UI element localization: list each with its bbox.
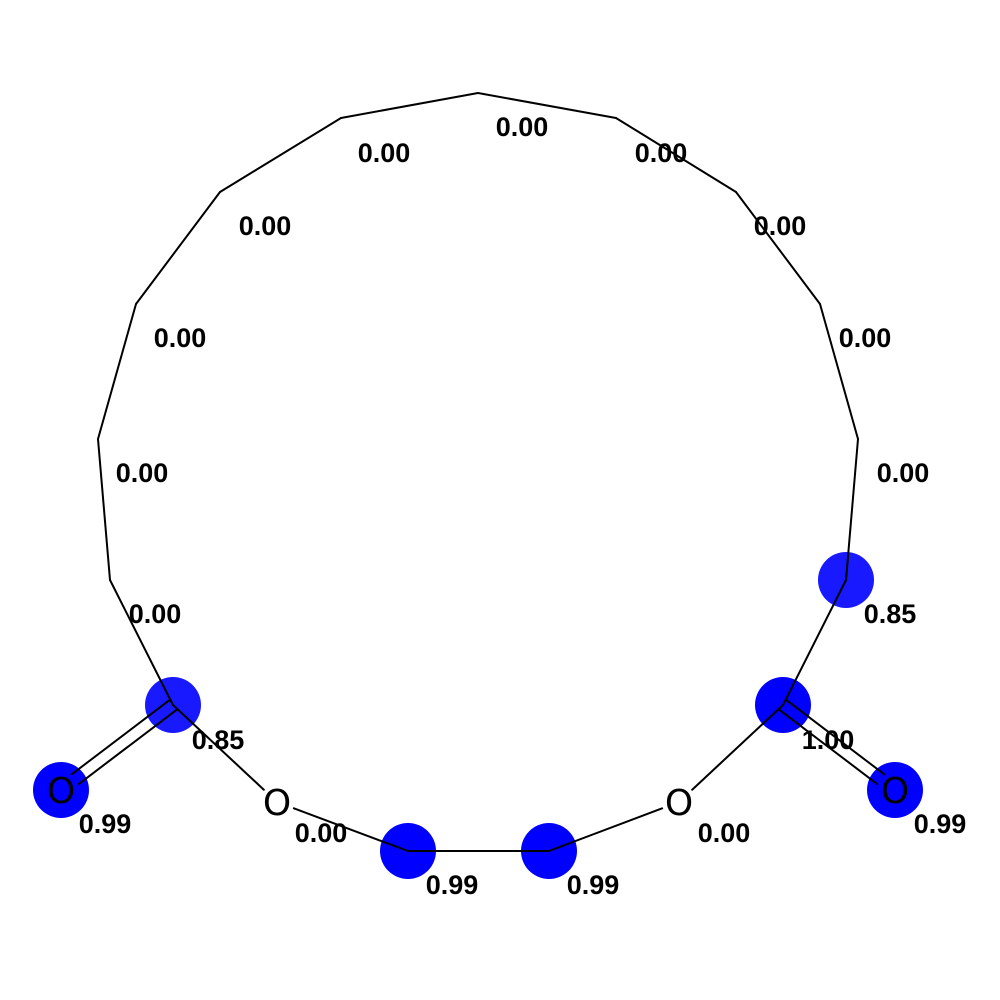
atom-score: 0.00 [116,458,169,488]
bond-line [172,704,265,791]
atom-label-o: O [263,783,291,824]
atom-score: 1.00 [802,725,855,755]
atom-score: 0.00 [877,458,930,488]
bond-line [845,438,859,581]
atom-scores: 0.00 0.00 0.00 0.00 0.00 0.00 0.85 0.99 0.00 0.99… [79,112,967,900]
atom-score: 0.99 [567,870,620,900]
double-bond-line [785,699,886,776]
bond-line [477,92,617,119]
atom-score: 0.00 [129,599,182,629]
atom-label-o: O [665,783,693,824]
bond-line [548,807,664,852]
atom-highlight [867,762,923,818]
bond-line [135,191,221,305]
bond-line [782,579,847,706]
bond-line [615,117,737,193]
bond-line [97,438,111,581]
bonds [70,92,886,852]
double-bond-line [70,699,171,776]
atom-score: 0.99 [426,870,479,900]
atom-score: 0.00 [358,138,411,168]
bond-line [292,807,409,852]
atom-highlight [33,762,89,818]
atom-score: 0.00 [839,323,892,353]
bond-line [340,92,479,119]
atom-score: 0.99 [914,809,967,839]
atom-score: 0.00 [239,211,292,241]
double-bond-line [778,708,879,785]
bond-line [219,117,342,193]
bond-line [819,303,859,440]
atom-score: 0.85 [192,725,245,755]
atom-score: 0.85 [864,599,917,629]
bond-line [691,704,784,791]
atom-score: 0.00 [698,818,751,848]
atom-score: 0.99 [79,809,132,839]
bond-line [735,191,821,305]
atom-label-o: O [881,771,909,812]
atom-score: 0.00 [496,112,549,142]
double-bond-line [77,708,178,785]
atom-label-o: O [47,771,75,812]
bond-line [97,303,137,440]
atom-score: 0.00 [754,211,807,241]
bond-line [109,579,174,706]
atom-score: 0.00 [154,323,207,353]
atom-score: 0.00 [635,138,688,168]
atom-score: 0.00 [295,818,348,848]
